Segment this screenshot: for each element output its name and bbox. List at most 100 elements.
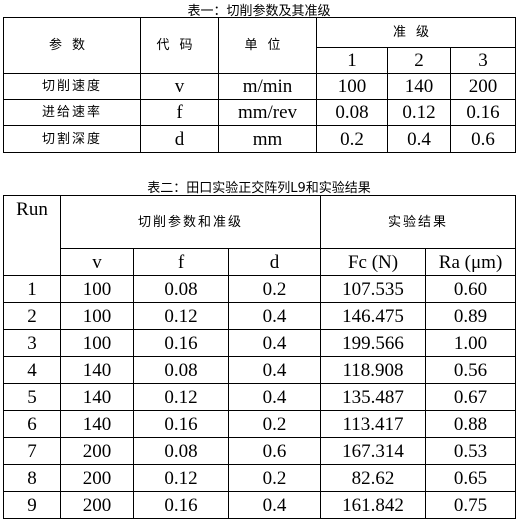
cell: 0.75 (425, 491, 517, 519)
cell: 0.12 (387, 99, 451, 126)
cell: 113.417 (320, 410, 427, 438)
header-cell: f (133, 248, 229, 276)
cell: 161.842 (320, 491, 427, 519)
table-row: 7 200 0.08 0.6 167.314 0.53 (3, 437, 517, 465)
cell: 1.00 (425, 329, 517, 357)
cell: f (140, 99, 219, 126)
table-title: 表一：切削参数及其准级 (187, 4, 331, 19)
cell: d (140, 125, 219, 153)
cell: 0.60 (425, 275, 517, 303)
cell: 118.908 (320, 356, 427, 384)
cell: 0.6 (227, 437, 322, 465)
cell: 0.08 (133, 437, 229, 465)
cell: 切割深度 (3, 125, 141, 153)
cell: 0.56 (425, 356, 517, 384)
cell: 200 (60, 491, 134, 519)
cell: 5 (3, 383, 61, 411)
table-row: 切割深度 d mm 0.2 0.4 0.6 (3, 125, 516, 153)
table-row: 3 100 0.16 0.4 199.566 1.00 (3, 329, 517, 357)
table: Run 切削参数和准级 实验结果 v f d Fc (N) Ra (μm) 1 100 0.… (3, 195, 517, 519)
table-row: 8 200 0.12 0.2 82.62 0.65 (3, 464, 517, 492)
cell: 140 (60, 356, 134, 384)
cell: 140 (60, 383, 134, 411)
cell: 2 (3, 302, 61, 330)
cell: 0.16 (133, 491, 229, 519)
cell: 0.4 (227, 302, 322, 330)
header-cell: 单位 (218, 17, 317, 74)
table-row: 1 100 0.08 0.2 107.535 0.60 (3, 275, 517, 303)
cell: v (140, 73, 219, 100)
cell: 0.88 (425, 410, 517, 438)
cell: 82.62 (320, 464, 427, 492)
cell: 0.08 (133, 275, 229, 303)
cell: 107.535 (320, 275, 427, 303)
cell: 0.89 (425, 302, 517, 330)
cell: 0.2 (316, 125, 388, 153)
header-cell: 切削参数和准级 (59, 195, 322, 249)
cell: 200 (60, 464, 134, 492)
cell: 100 (60, 275, 134, 303)
header-cell: d (227, 248, 322, 276)
header-cell: v (60, 248, 134, 276)
cell: 135.487 (320, 383, 427, 411)
cell: 7 (3, 437, 61, 465)
cell: 0.2 (227, 410, 322, 438)
cell: 0.53 (425, 437, 517, 465)
header-cell: 代码 (140, 17, 219, 74)
cell: mm (218, 125, 317, 153)
table-row: 6 140 0.16 0.2 113.417 0.88 (3, 410, 517, 438)
cell: 0.4 (227, 329, 322, 357)
header-cell: Run (3, 195, 61, 276)
table-title: 表二：田口实验正交阵列L9和实验结果 (147, 181, 371, 196)
table-row: 切削速度 v m/min 100 140 200 (3, 73, 516, 100)
cell: 0.12 (133, 383, 229, 411)
cell: 9 (3, 491, 61, 519)
cell: 切削速度 (3, 73, 141, 100)
cell: 100 (60, 329, 134, 357)
cell: 0.67 (425, 383, 517, 411)
cell: 100 (60, 302, 134, 330)
cell: 进给速率 (3, 99, 141, 126)
cell: 0.6 (450, 125, 516, 153)
cell: 200 (450, 73, 516, 100)
cell: 0.08 (316, 99, 388, 126)
cell: 0.16 (133, 329, 229, 357)
cell: 0.4 (227, 383, 322, 411)
cell: 0.16 (133, 410, 229, 438)
table-row: 9 200 0.16 0.4 161.842 0.75 (3, 491, 517, 519)
cell: 200 (60, 437, 134, 465)
cell: 8 (3, 464, 61, 492)
cell: 0.4 (387, 125, 451, 153)
cell: 0.65 (425, 464, 517, 492)
cell: mm/rev (218, 99, 317, 126)
cell: 0.4 (227, 356, 322, 384)
cell: 100 (316, 73, 388, 100)
cell: 0.2 (227, 275, 322, 303)
cell: 1 (3, 275, 61, 303)
header-cell: 实验结果 (320, 195, 517, 249)
cell: 3 (3, 329, 61, 357)
header-cell: Fc (N) (320, 248, 427, 276)
cell: 4 (3, 356, 61, 384)
cell: 140 (60, 410, 134, 438)
cell: 6 (3, 410, 61, 438)
table-row: 2 100 0.12 0.4 146.475 0.89 (3, 302, 517, 330)
level-cell: 3 (450, 47, 516, 74)
cell: 0.16 (450, 99, 516, 126)
cell: 199.566 (320, 329, 427, 357)
header-cell: 参数 (3, 17, 141, 74)
cell: m/min (218, 73, 317, 100)
cell: 167.314 (320, 437, 427, 465)
table-row: 4 140 0.08 0.4 118.908 0.56 (3, 356, 517, 384)
cell: 0.12 (133, 464, 229, 492)
level-cell: 2 (387, 47, 451, 74)
header-cell: 准级 (316, 17, 516, 48)
cell: 0.4 (227, 491, 322, 519)
cell: 140 (387, 73, 451, 100)
level-cell: 1 (316, 47, 388, 74)
table-row: 进给速率 f mm/rev 0.08 0.12 0.16 (3, 99, 516, 126)
cell: 0.2 (227, 464, 322, 492)
table-row: 5 140 0.12 0.4 135.487 0.67 (3, 383, 517, 411)
